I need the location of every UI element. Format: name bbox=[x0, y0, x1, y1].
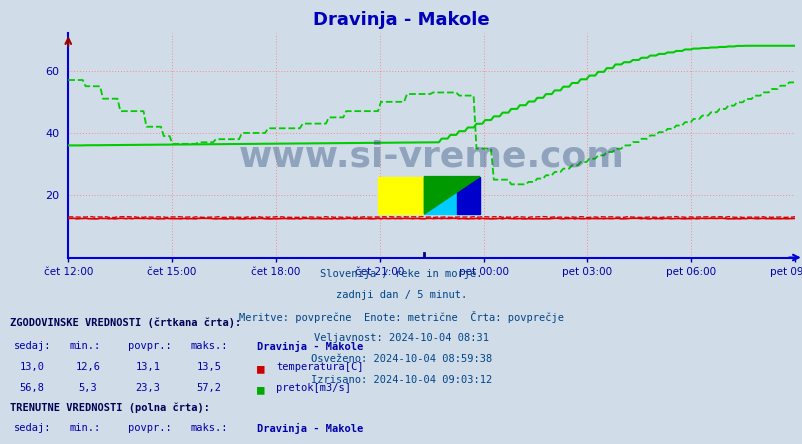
Text: sedaj:: sedaj: bbox=[14, 341, 51, 351]
Text: zadnji dan / 5 minut.: zadnji dan / 5 minut. bbox=[335, 290, 467, 300]
Text: 12,6: 12,6 bbox=[75, 362, 100, 372]
Text: min.:: min.: bbox=[70, 423, 101, 433]
Bar bbox=[456, 177, 480, 214]
Bar bbox=[423, 177, 456, 214]
Text: Slovenija / reke in morje.: Slovenija / reke in morje. bbox=[320, 269, 482, 279]
Text: 56,8: 56,8 bbox=[19, 383, 44, 393]
Polygon shape bbox=[423, 177, 480, 214]
Text: povpr.:: povpr.: bbox=[128, 341, 172, 351]
Text: ■: ■ bbox=[257, 383, 264, 396]
Text: ZGODOVINSKE VREDNOSTI (črtkana črta):: ZGODOVINSKE VREDNOSTI (črtkana črta): bbox=[10, 317, 241, 328]
Text: Dravinja - Makole: Dravinja - Makole bbox=[257, 423, 363, 434]
Text: maks.:: maks.: bbox=[190, 341, 228, 351]
Text: sedaj:: sedaj: bbox=[14, 423, 51, 433]
Text: Osveženo: 2024-10-04 08:59:38: Osveženo: 2024-10-04 08:59:38 bbox=[310, 354, 492, 364]
Text: Izrisano: 2024-10-04 09:03:12: Izrisano: 2024-10-04 09:03:12 bbox=[310, 375, 492, 385]
Text: TRENUTNE VREDNOSTI (polna črta):: TRENUTNE VREDNOSTI (polna črta): bbox=[10, 402, 209, 413]
Text: Dravinja - Makole: Dravinja - Makole bbox=[313, 11, 489, 29]
Text: 5,3: 5,3 bbox=[78, 383, 96, 393]
Bar bbox=[378, 177, 423, 214]
Text: ■: ■ bbox=[257, 362, 264, 375]
Text: povpr.:: povpr.: bbox=[128, 423, 172, 433]
Text: min.:: min.: bbox=[70, 341, 101, 351]
Text: Veljavnost: 2024-10-04 08:31: Veljavnost: 2024-10-04 08:31 bbox=[314, 333, 488, 343]
Text: maks.:: maks.: bbox=[190, 423, 228, 433]
Text: 23,3: 23,3 bbox=[136, 383, 160, 393]
Text: 13,5: 13,5 bbox=[196, 362, 221, 372]
Text: pretok[m3/s]: pretok[m3/s] bbox=[276, 383, 350, 393]
Text: Meritve: povprečne  Enote: metrične  Črta: povprečje: Meritve: povprečne Enote: metrične Črta:… bbox=[239, 311, 563, 323]
Text: 13,1: 13,1 bbox=[136, 362, 160, 372]
Text: 57,2: 57,2 bbox=[196, 383, 221, 393]
Text: 13,0: 13,0 bbox=[19, 362, 44, 372]
Text: Dravinja - Makole: Dravinja - Makole bbox=[257, 341, 363, 352]
Text: www.si-vreme.com: www.si-vreme.com bbox=[238, 139, 624, 174]
Text: temperatura[C]: temperatura[C] bbox=[276, 362, 363, 372]
